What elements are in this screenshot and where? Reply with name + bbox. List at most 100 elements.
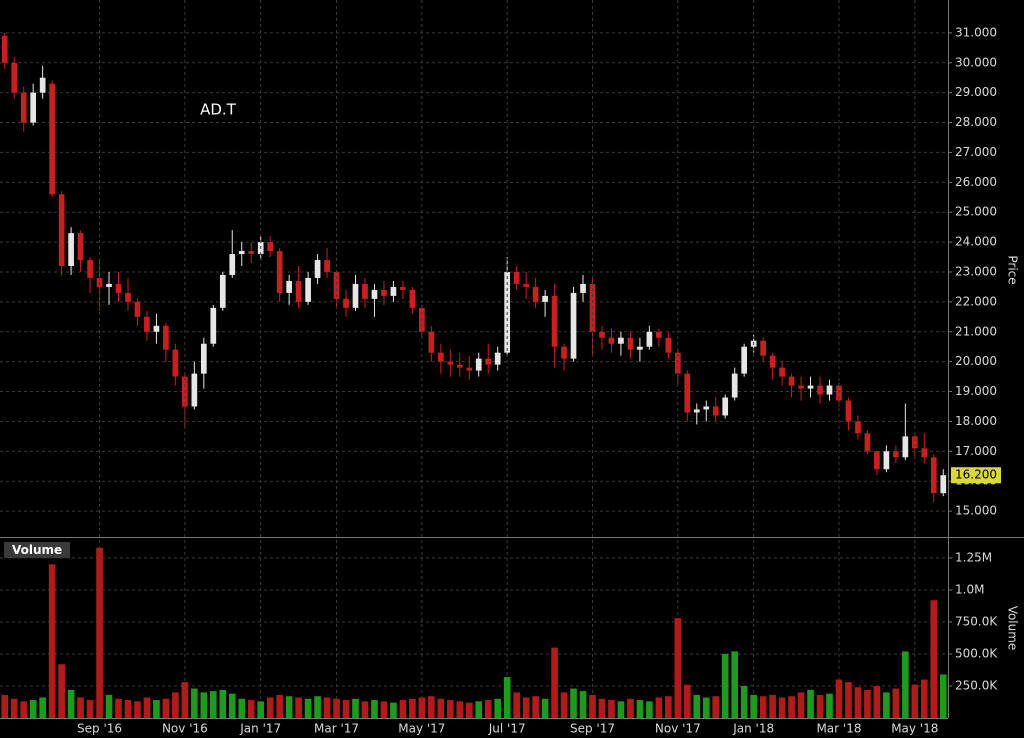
volume-bar: [418, 697, 426, 718]
volume-bar: [390, 702, 397, 718]
candle-body: [836, 385, 842, 401]
volume-bar: [930, 600, 938, 718]
volume-bar: [58, 664, 65, 718]
candle-body: [580, 283, 586, 293]
volume-bar: [219, 689, 227, 718]
candle-body: [153, 325, 160, 332]
candle-body: [248, 251, 255, 255]
panel-label-box: [4, 542, 70, 558]
volume-bar: [39, 697, 46, 718]
candle-body: [646, 331, 653, 347]
candle-body: [599, 331, 605, 338]
volume-bar: [380, 701, 388, 718]
volume-bar: [437, 698, 445, 718]
volume-bar: [428, 696, 435, 718]
x-tick-label: Jul '17: [488, 722, 526, 736]
candle-body: [703, 406, 710, 410]
candle-body: [68, 233, 74, 267]
volume-bar: [446, 700, 454, 718]
candle-body: [390, 286, 397, 296]
candle-body: [229, 254, 236, 275]
candle-body: [513, 271, 520, 284]
volume-bar: [551, 647, 558, 718]
candle-body: [400, 286, 406, 290]
y-tick-label: 28.000: [955, 115, 997, 129]
candle-body: [637, 346, 643, 350]
volume-bar: [191, 688, 198, 718]
volume-bar: [484, 700, 492, 718]
volume-bar: [731, 651, 739, 718]
candle-body: [845, 400, 852, 422]
volume-bar: [750, 694, 757, 718]
volume-bar: [399, 700, 407, 718]
last-price-tag: [951, 467, 1001, 484]
candle-body: [788, 376, 795, 386]
volume-bar: [674, 618, 682, 718]
candle-body: [561, 346, 567, 359]
candle-body: [731, 373, 738, 398]
volume-bar: [314, 696, 321, 718]
y-tick-label: 500.0K: [955, 646, 998, 660]
candle-body: [210, 307, 217, 344]
volume-bar: [10, 698, 18, 718]
y-tick-label: 22.000: [955, 294, 997, 308]
volume-bar: [475, 701, 483, 718]
volume-bar: [257, 701, 265, 718]
candle-body: [77, 233, 84, 261]
y-tick-label: 27.000: [955, 145, 997, 159]
candle-body: [798, 385, 804, 389]
candle-body: [286, 280, 292, 293]
volume-bar: [409, 698, 416, 718]
y-tick-label: 1.0M: [955, 582, 984, 596]
candle-body: [343, 298, 349, 308]
volume-bar: [902, 651, 909, 718]
volume-bar: [883, 692, 890, 718]
candle-body: [106, 283, 112, 287]
volume-bar: [655, 697, 663, 718]
y-tick-label: 17.000: [955, 444, 997, 458]
y-tick-label: 29.000: [955, 85, 997, 99]
candle-body: [324, 260, 330, 272]
y-tick-label: 26.000: [955, 175, 997, 189]
volume-bar: [247, 700, 255, 718]
volume-bar: [598, 698, 606, 718]
volume-bar: [693, 694, 701, 718]
candle-body: [693, 409, 700, 413]
candle-body: [911, 436, 918, 449]
candle-body: [542, 295, 548, 302]
candle-body: [200, 343, 207, 374]
y-tick-label: 15.000: [955, 504, 997, 518]
candle-body: [779, 367, 785, 377]
candle-body: [608, 337, 615, 344]
volume-bar: [238, 698, 246, 718]
volume-bar: [29, 700, 37, 718]
volume-bar: [1, 694, 9, 718]
candle-body: [30, 92, 37, 123]
candle-body: [381, 289, 387, 296]
candle-body: [362, 283, 368, 299]
y-tick-label: 21.000: [955, 324, 997, 338]
candle-body: [684, 373, 691, 413]
candle-body: [276, 251, 283, 293]
volume-bar: [835, 679, 843, 718]
candle-body: [191, 373, 198, 407]
volume-bar: [541, 698, 549, 718]
candle-body: [485, 358, 492, 365]
candle-body: [39, 77, 46, 93]
candle-body: [144, 316, 150, 332]
x-tick-label: May '17: [398, 722, 445, 736]
volume-bar: [209, 691, 217, 718]
candle-body: [741, 346, 748, 374]
candle-body: [902, 436, 909, 458]
volume-bar: [96, 547, 103, 718]
candle-body: [760, 340, 766, 356]
y-tick-label: 24.000: [955, 235, 997, 249]
candle-body: [921, 448, 928, 458]
y-tick-label: 23.000: [955, 264, 997, 278]
candle-body: [656, 331, 662, 338]
volume-bar: [295, 697, 302, 718]
y-tick-label: 25.000: [955, 205, 997, 219]
volume-bar: [20, 701, 28, 718]
candle-body: [267, 242, 274, 252]
candle-body: [769, 355, 776, 368]
